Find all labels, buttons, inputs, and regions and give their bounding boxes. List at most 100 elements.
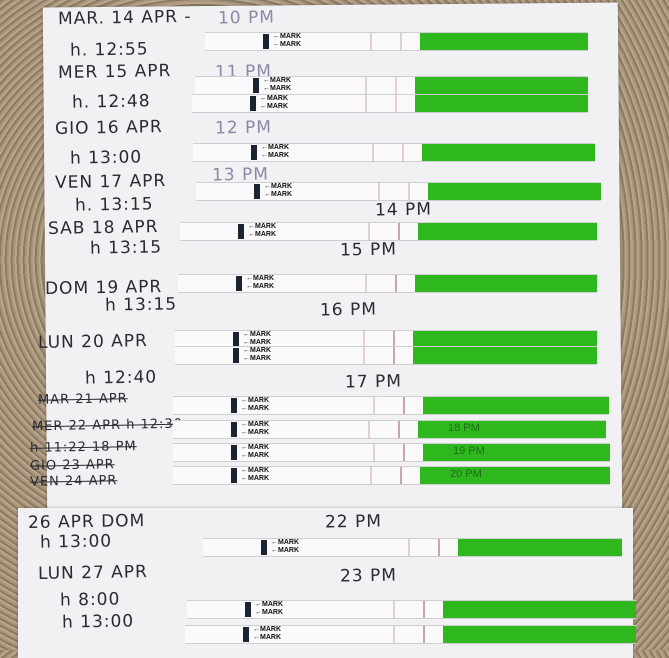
handwritten-note: h. 13:15 [74, 194, 154, 216]
mark-bar [253, 78, 259, 93]
test-line [398, 223, 400, 240]
handwritten-note: 17 PM [344, 371, 403, 393]
handwritten-note: MER 22 APR h 12:30 [31, 416, 184, 435]
control-line [373, 444, 375, 461]
mark-label: ←MARK ←MARK [253, 626, 281, 641]
ovulation-test-strip: ←MARK ←MARK [193, 143, 595, 162]
handwritten-note: 26 APR DOM [27, 510, 146, 534]
handwritten-note: LUN 27 APR [37, 562, 149, 584]
mark-bar [231, 398, 237, 413]
ovulation-test-strip: ←MARK ←MARK 20 PM [173, 466, 610, 485]
green-handle [415, 77, 588, 94]
ovulation-test-strip: ←MARK ←MARK [205, 32, 588, 51]
handle-note: 18 PM [448, 422, 480, 434]
handwritten-note: MAR. 14 APR - [57, 6, 192, 30]
test-line [403, 397, 405, 414]
ovulation-test-strip: ←MARK ←MARK [178, 274, 597, 293]
handwritten-note: 22 PM [324, 511, 383, 533]
handwritten-note: GIO 23 APR [29, 457, 115, 474]
control-line [365, 275, 367, 292]
ovulation-test-strip: ←MARK ←MARK [175, 346, 597, 365]
test-line [393, 331, 395, 348]
handwritten-note: h 13:00 [69, 147, 143, 169]
control-line [370, 33, 372, 50]
mark-bar [233, 332, 239, 347]
mark-bar [251, 145, 257, 160]
control-line [365, 77, 367, 94]
handwritten-note: h. 12:55 [69, 39, 149, 61]
green-handle [458, 539, 622, 556]
mark-label: ←MARK ←MARK [241, 444, 269, 459]
mark-bar [250, 96, 256, 111]
control-line [365, 95, 367, 112]
test-line [423, 626, 425, 643]
test-line [402, 144, 404, 161]
mark-label: ←MARK ←MARK [264, 183, 292, 198]
control-line [408, 539, 410, 556]
control-line [363, 347, 365, 364]
control-line [368, 421, 370, 438]
handwritten-note: MAR 21 APR [37, 391, 128, 408]
green-handle: 18 PM [418, 421, 606, 438]
control-line [373, 397, 375, 414]
control-line [393, 601, 395, 618]
ovulation-test-strip: ←MARK ←MARK [173, 396, 609, 415]
handwritten-note: MER 15 APR [57, 61, 172, 83]
mark-label: ←MARK ←MARK [273, 33, 301, 48]
control-line [368, 223, 370, 240]
handwritten-note: h 11:22 18 PM [29, 439, 137, 456]
green-handle: 20 PM [420, 467, 610, 484]
handwritten-note: 16 PM [319, 299, 378, 321]
handwritten-note: 14 PM [374, 199, 433, 221]
mark-bar [231, 445, 237, 460]
green-handle [420, 33, 588, 50]
mark-label: ←MARK ←MARK [248, 223, 276, 238]
mark-bar [231, 468, 237, 483]
handwritten-note: SAB 18 APR [47, 217, 159, 239]
test-line [438, 539, 440, 556]
handwritten-note: h 13:00 [39, 531, 113, 553]
handle-note: 19 PM [453, 445, 485, 457]
mark-label: ←MARK ←MARK [241, 397, 269, 412]
mark-bar [233, 348, 239, 363]
test-line [400, 467, 402, 484]
ovulation-test-strip: ←MARK ←MARK [185, 625, 636, 644]
mark-bar [261, 540, 267, 555]
mark-label: ←MARK ←MARK [241, 421, 269, 436]
test-line [400, 33, 402, 50]
ovulation-test-strip: ←MARK ←MARK [192, 94, 588, 113]
mark-label: ←MARK ←MARK [271, 539, 299, 554]
green-handle [428, 183, 601, 200]
mark-label: ←MARK ←MARK [261, 144, 289, 159]
handwritten-note: h 12:40 [84, 367, 158, 389]
mark-bar [238, 224, 244, 239]
handwritten-note: 23 PM [339, 565, 398, 587]
mark-label: ←MARK ←MARK [246, 275, 274, 290]
handle-note: 20 PM [450, 468, 482, 480]
mark-bar [243, 627, 249, 642]
handwritten-note: h 13:15 [89, 237, 163, 259]
ovulation-test-strip: ←MARK ←MARK [187, 600, 636, 619]
mark-bar [231, 422, 237, 437]
green-handle [413, 347, 597, 364]
handwritten-note: h 8:00 [59, 589, 121, 611]
green-handle [413, 331, 597, 348]
mark-bar [263, 34, 269, 49]
green-handle [443, 626, 636, 643]
mark-label: ←MARK ←MARK [255, 601, 283, 616]
handwritten-note: 15 PM [339, 239, 398, 261]
handwritten-note: 12 PM [214, 117, 273, 139]
test-line [403, 444, 405, 461]
handwritten-note: GIO 16 APR [54, 117, 163, 139]
green-handle [422, 144, 595, 161]
control-line [378, 183, 380, 200]
test-line [408, 183, 410, 200]
test-line [395, 95, 397, 112]
green-handle [418, 223, 597, 240]
handwritten-note: h 13:00 [61, 611, 135, 633]
handwritten-note: 10 PM [217, 7, 276, 29]
handwritten-note: VEN 17 APR [54, 171, 167, 193]
green-handle [415, 275, 597, 292]
handwritten-note: h. 12:48 [71, 91, 151, 113]
test-line [395, 275, 397, 292]
